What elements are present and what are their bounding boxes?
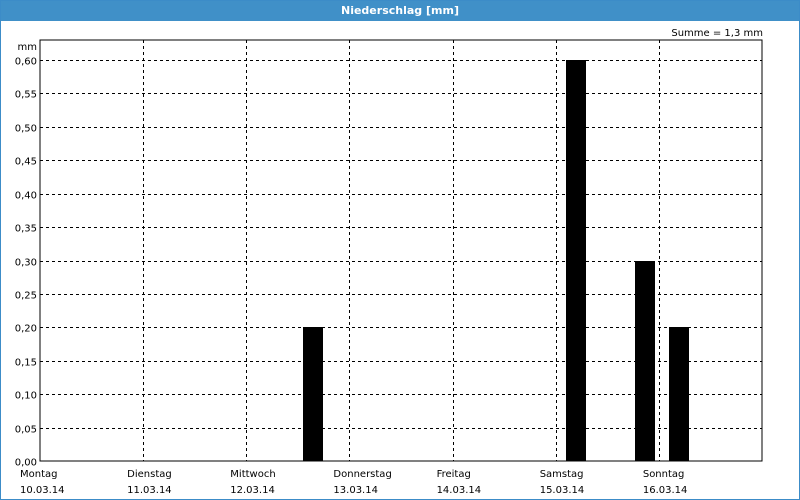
- x-tick-date: 14.03.14: [437, 485, 482, 496]
- y-tick-label: 0,55: [15, 90, 37, 101]
- y-tick-label: 0,40: [15, 191, 37, 202]
- y-tick-label: 0,30: [15, 258, 37, 269]
- y-tick-label: 0,50: [15, 124, 37, 135]
- x-tick-day: Freitag: [437, 469, 471, 480]
- data-bar: [303, 327, 323, 461]
- x-tick-day: Mittwoch: [230, 469, 275, 480]
- y-tick-label: 0,20: [15, 324, 37, 335]
- plot-area: [39, 39, 763, 462]
- x-tick-date: 15.03.14: [540, 485, 585, 496]
- x-tick-day: Donnerstag: [333, 469, 391, 480]
- x-tick-date: 10.03.14: [20, 485, 65, 496]
- data-bar: [669, 327, 689, 461]
- y-axis-unit: mm: [18, 42, 37, 53]
- x-tick-day: Samstag: [540, 469, 584, 480]
- x-tick-day: Montag: [20, 469, 57, 480]
- x-tick-day: Sonntag: [643, 469, 685, 480]
- x-tick-day: Dienstag: [127, 469, 172, 480]
- y-tick-label: 0,25: [15, 291, 37, 302]
- x-tick-date: 13.03.14: [333, 485, 378, 496]
- y-tick-label: 0,00: [15, 458, 37, 469]
- data-bar: [635, 261, 655, 461]
- y-tick-label: 0,45: [15, 157, 37, 168]
- data-bar: [566, 60, 586, 461]
- x-tick-date: 16.03.14: [643, 485, 688, 496]
- y-tick-label: 0,35: [15, 224, 37, 235]
- sum-label: Summe = 1,3 mm: [671, 28, 763, 39]
- y-tick-label: 0,15: [15, 358, 37, 369]
- x-tick-date: 11.03.14: [127, 485, 172, 496]
- y-tick-label: 0,05: [15, 425, 37, 436]
- y-tick-label: 0,10: [15, 391, 37, 402]
- x-tick-date: 12.03.14: [230, 485, 275, 496]
- window-title: Niederschlag [mm]: [1, 1, 799, 21]
- y-tick-label: 0,60: [15, 57, 37, 68]
